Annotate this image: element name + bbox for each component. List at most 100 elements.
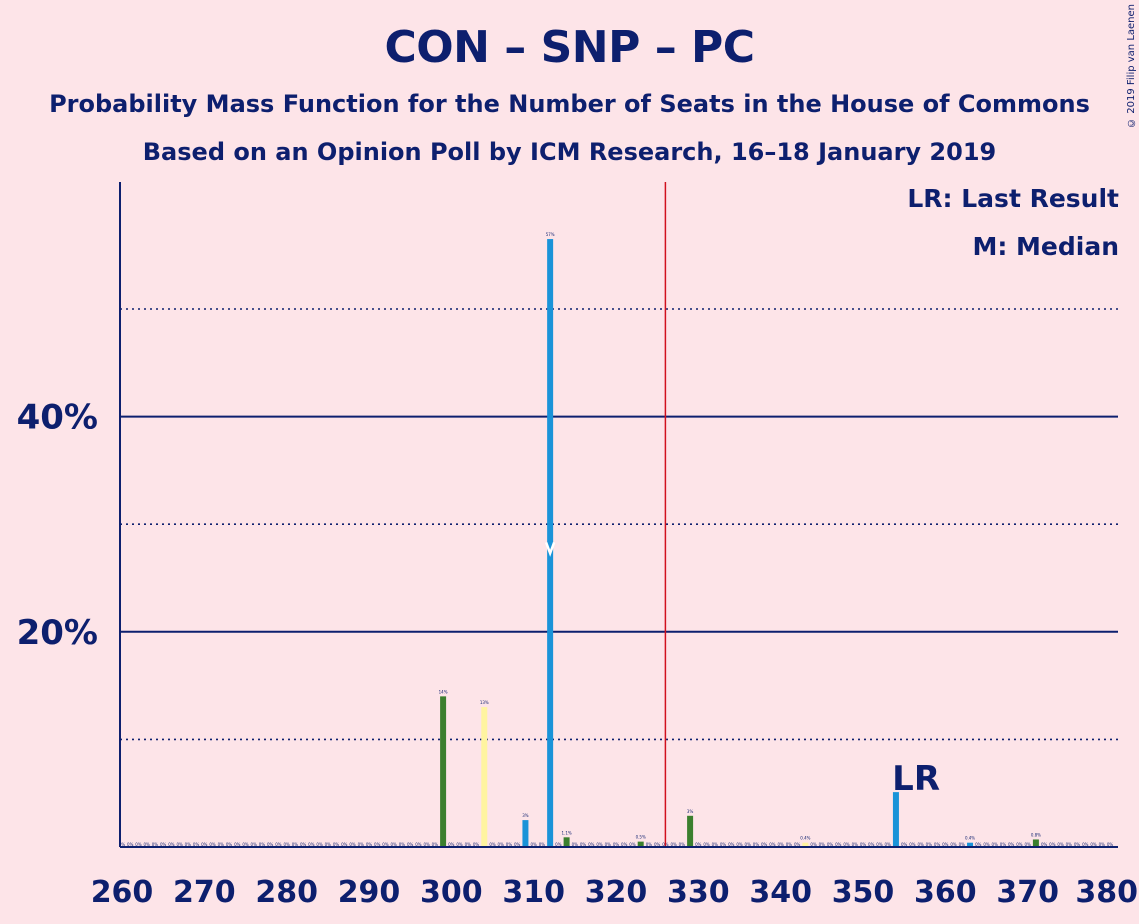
chart-subtitle: Probability Mass Function for the Number…: [49, 90, 1090, 118]
bar-value-label: 3%: [687, 809, 694, 814]
zero-value-label: 0%: [1099, 842, 1106, 847]
zero-value-label: 0%: [1074, 842, 1081, 847]
zero-value-label: 0%: [868, 842, 875, 847]
zero-value-label: 0%: [465, 842, 472, 847]
zero-value-label: 0%: [432, 842, 439, 847]
zero-value-label: 0%: [530, 842, 537, 847]
zero-value-label: 0%: [333, 842, 340, 847]
median-marker: [544, 542, 556, 557]
zero-value-label: 0%: [341, 842, 348, 847]
zero-value-label: 0%: [975, 842, 982, 847]
zero-value-label: 0%: [119, 842, 126, 847]
x-tick-label: 380: [1075, 875, 1138, 910]
zero-value-label: 0%: [1008, 842, 1015, 847]
x-tick-label: 290: [338, 875, 401, 910]
zero-value-label: 0%: [588, 842, 595, 847]
zero-value-label: 0%: [843, 842, 850, 847]
zero-value-label: 0%: [728, 842, 735, 847]
zero-value-label: 0%: [539, 842, 546, 847]
zero-value-label: 0%: [712, 842, 719, 847]
zero-value-label: 0%: [835, 842, 842, 847]
seat-bar-363: [967, 842, 974, 847]
zero-value-label: 0%: [498, 842, 505, 847]
zero-value-label: 0%: [127, 842, 134, 847]
zero-value-label: 0%: [267, 842, 274, 847]
zero-value-label: 0%: [629, 842, 636, 847]
y-tick-label: 40%: [17, 398, 98, 438]
zero-value-label: 0%: [160, 842, 167, 847]
chart-source-line: Based on an Opinion Poll by ICM Research…: [142, 138, 997, 166]
seat-bar-343: [802, 842, 809, 847]
zero-value-label: 0%: [193, 842, 200, 847]
y-tick-label: 20%: [17, 613, 98, 653]
zero-value-label: 0%: [201, 842, 208, 847]
bar-value-label: 0.5%: [636, 835, 646, 840]
zero-value-label: 0%: [670, 842, 677, 847]
zero-value-label: 0%: [325, 842, 332, 847]
zero-value-label: 0%: [1049, 842, 1056, 847]
zero-value-label: 0%: [300, 842, 307, 847]
bar-value-label: 57%: [546, 232, 555, 237]
zero-value-label: 0%: [909, 842, 916, 847]
zero-value-label: 0%: [761, 842, 768, 847]
seat-bar-314: [563, 837, 570, 847]
zero-value-label: 0%: [234, 842, 241, 847]
x-tick-label: 260: [91, 875, 154, 910]
zero-value-label: 0%: [135, 842, 142, 847]
bar-value-label: 0.8%: [1031, 832, 1041, 837]
zero-value-label: 0%: [218, 842, 225, 847]
bar-value-label: 0.4%: [965, 836, 975, 841]
zero-value-label: 0%: [959, 842, 966, 847]
x-tick-label: 300: [420, 875, 483, 910]
zero-value-label: 0%: [473, 842, 480, 847]
bar-value-label: 14%: [439, 689, 448, 694]
zero-value-label: 0%: [358, 842, 365, 847]
zero-value-label: 0%: [950, 842, 957, 847]
seat-bar-309: [522, 820, 529, 847]
zero-value-label: 0%: [168, 842, 175, 847]
zero-value-label: 0%: [555, 842, 562, 847]
zero-value-label: 0%: [1041, 842, 1048, 847]
zero-value-label: 0%: [316, 842, 323, 847]
x-tick-label: 310: [502, 875, 565, 910]
zero-value-label: 0%: [876, 842, 883, 847]
zero-value-label: 0%: [415, 842, 422, 847]
zero-value-label: 0%: [506, 842, 513, 847]
x-tick-label: 350: [832, 875, 895, 910]
zero-value-label: 0%: [745, 842, 752, 847]
zero-value-label: 0%: [736, 842, 743, 847]
x-tick-label: 280: [255, 875, 318, 910]
zero-value-label: 0%: [1107, 842, 1114, 847]
zero-value-label: 0%: [275, 842, 282, 847]
zero-value-label: 0%: [185, 842, 192, 847]
zero-value-label: 0%: [777, 842, 784, 847]
zero-value-label: 0%: [489, 842, 496, 847]
zero-value-label: 0%: [1000, 842, 1007, 847]
zero-value-label: 0%: [621, 842, 628, 847]
seat-bar-323: [637, 841, 644, 847]
zero-value-label: 0%: [720, 842, 727, 847]
zero-value-label: 0%: [596, 842, 603, 847]
bar-value-label: 3%: [522, 813, 529, 818]
zero-value-label: 0%: [176, 842, 183, 847]
x-tick-label: 370: [996, 875, 1059, 910]
zero-value-label: 0%: [209, 842, 216, 847]
zero-value-label: 0%: [885, 842, 892, 847]
zero-value-label: 0%: [827, 842, 834, 847]
zero-value-label: 0%: [992, 842, 999, 847]
zero-value-label: 0%: [810, 842, 817, 847]
zero-value-label: 0%: [1082, 842, 1089, 847]
zero-value-label: 0%: [605, 842, 612, 847]
zero-value-label: 0%: [1024, 842, 1031, 847]
seat-bar-312: [547, 239, 554, 847]
zero-value-label: 0%: [679, 842, 686, 847]
zero-value-label: 0%: [786, 842, 793, 847]
zero-value-label: 0%: [580, 842, 587, 847]
zero-value-label: 0%: [423, 842, 430, 847]
zero-value-label: 0%: [695, 842, 702, 847]
last-result-label: LR: [892, 759, 940, 799]
bar-value-label: 13%: [480, 700, 489, 705]
zero-value-label: 0%: [926, 842, 933, 847]
zero-value-label: 0%: [283, 842, 290, 847]
